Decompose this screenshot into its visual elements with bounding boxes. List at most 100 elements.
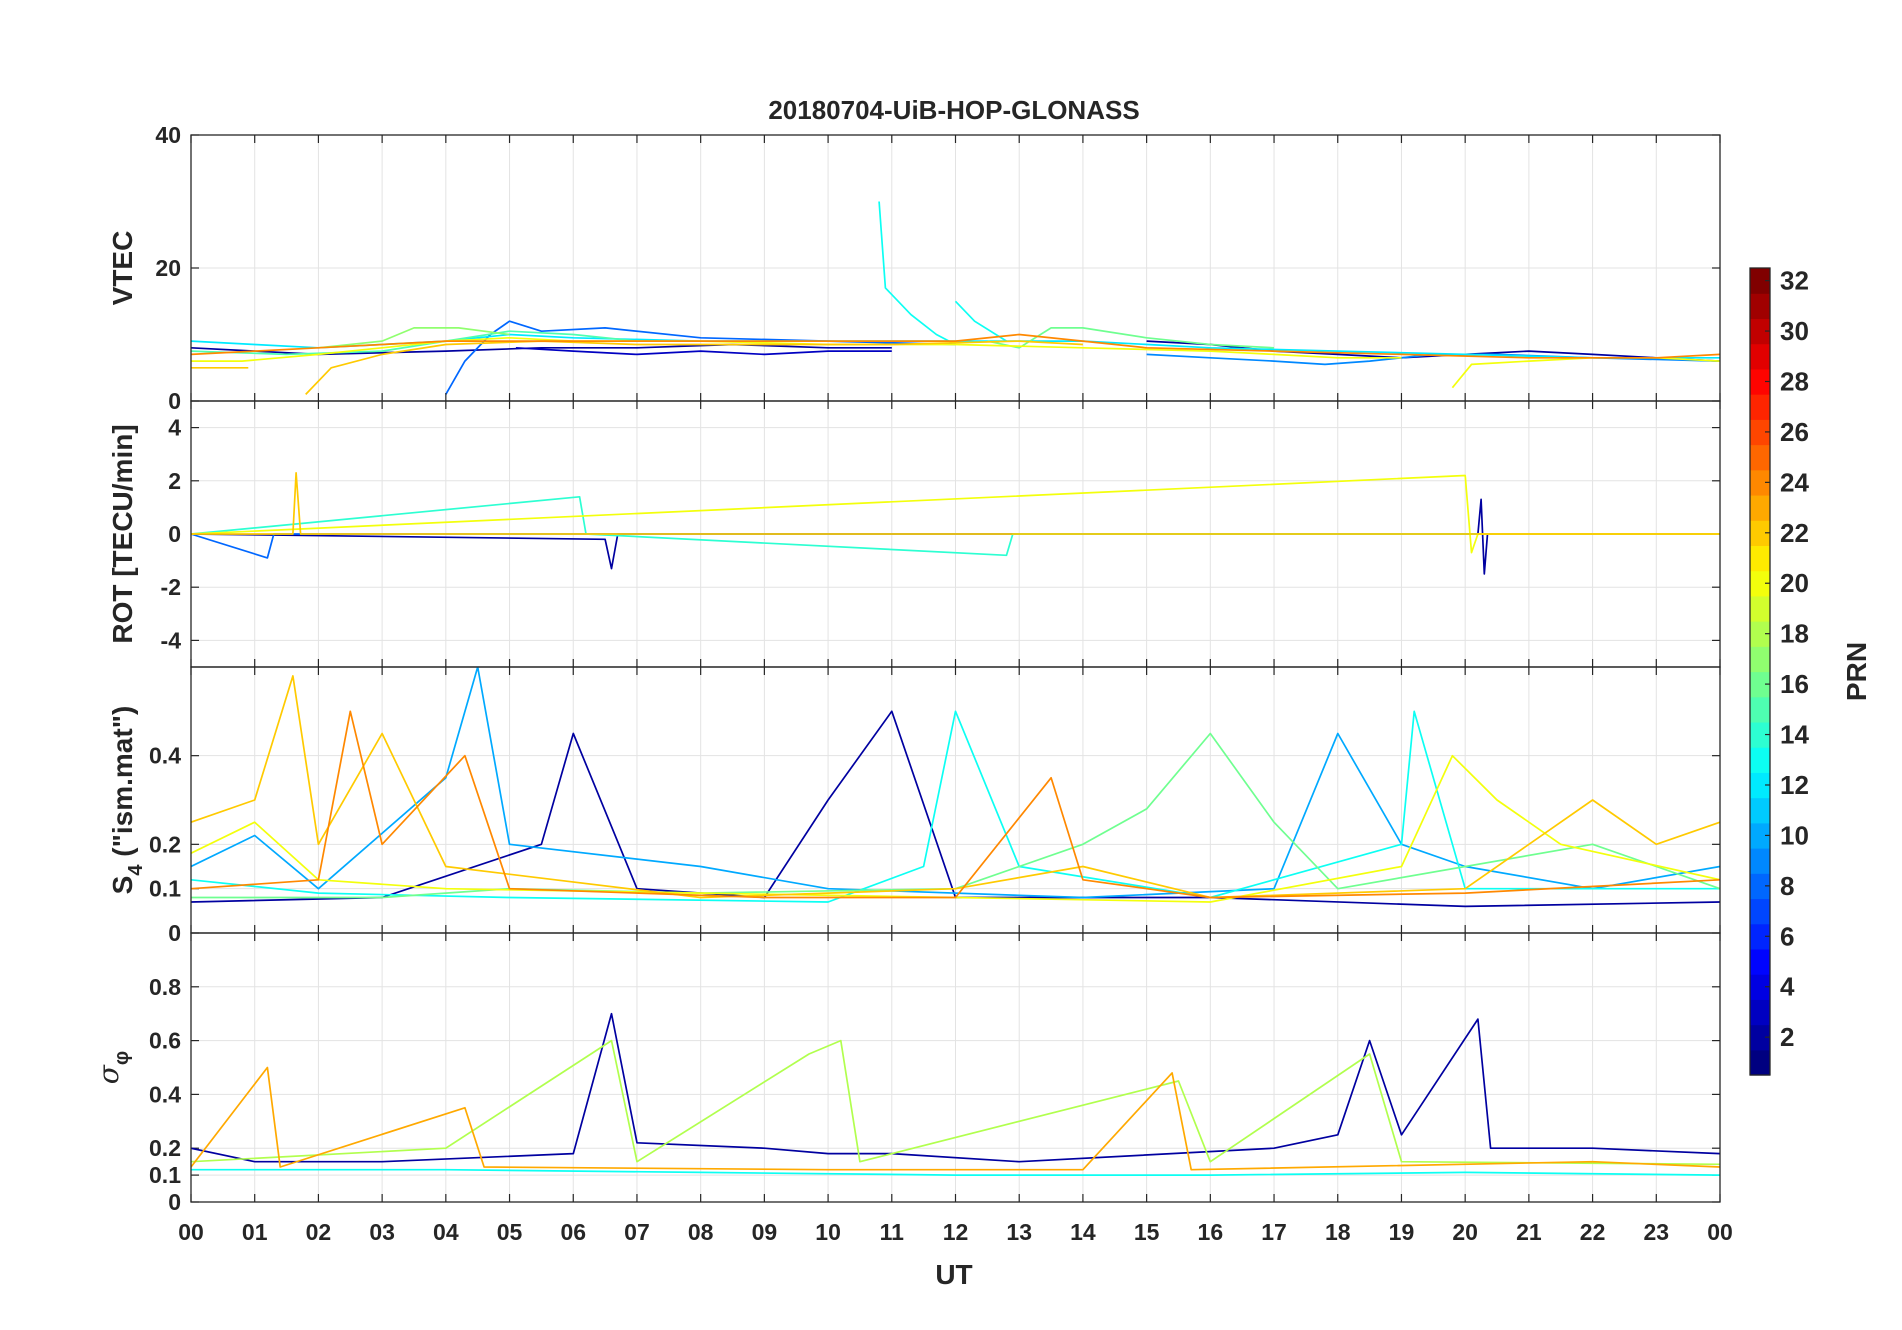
x-tick-label: 14 [1070, 1219, 1096, 1245]
x-tick-label: 01 [242, 1219, 268, 1245]
y-axis-label: σφ [92, 1051, 133, 1084]
colorbar-swatch [1750, 444, 1770, 471]
y-tick-label: 4 [168, 415, 181, 441]
y-tick-label: 0.2 [149, 831, 181, 857]
series-line-prn-24 [191, 710, 1720, 899]
y-tick-label: 0.8 [149, 974, 181, 1000]
y-tick-label: 40 [155, 122, 181, 148]
panel-rot: -4 -2 0 2 4 ROT [TECU/min] [107, 400, 1721, 668]
panel-sigma_phi: 00.10.2 0.4 0.6 0.8 σφ [92, 932, 1721, 1215]
series-line-prn-10 [191, 667, 1720, 899]
colorbar-label: PRN [1841, 642, 1872, 701]
colorbar-swatch [1750, 974, 1770, 1000]
x-tick-label: 04 [433, 1219, 459, 1245]
series-line-prn-23 [191, 1066, 1720, 1171]
panel-vtec: 0 20 40 VTEC [107, 122, 1721, 414]
colorbar-tick-label: 30 [1780, 316, 1809, 346]
colorbar-swatch [1750, 595, 1770, 622]
colorbar-swatch [1750, 394, 1770, 420]
colorbar-swatch [1750, 772, 1770, 799]
colorbar-swatch [1750, 293, 1770, 320]
x-tick-label: 02 [306, 1219, 332, 1245]
x-tick-label: 09 [752, 1219, 778, 1245]
x-tick-label: 21 [1516, 1219, 1542, 1245]
panel-s4: 00.10.20.4S4 ("ism.mat") [107, 666, 1721, 946]
colorbar-tick-label: 2 [1780, 1022, 1794, 1052]
y-tick-label: 0 [168, 1189, 181, 1215]
series-line-prn-24 [191, 333, 1720, 359]
x-tick-label: 18 [1325, 1219, 1351, 1245]
colorbar-swatch [1750, 545, 1770, 572]
x-tick-label: 22 [1580, 1219, 1606, 1245]
x-tick-label: 17 [1261, 1219, 1287, 1245]
x-axis-label: UT [935, 1259, 972, 1290]
colorbar-swatch [1750, 999, 1770, 1026]
x-tick-label: 06 [560, 1219, 586, 1245]
colorbar-tick-label: 32 [1780, 266, 1809, 296]
series-group [191, 1012, 1720, 1176]
colorbar-tick-label: 24 [1780, 467, 1809, 497]
colorbar-swatch [1750, 368, 1770, 395]
y-axis-label: VTEC [107, 231, 138, 306]
colorbar-swatch [1750, 419, 1770, 446]
colorbar-swatch [1750, 822, 1770, 849]
x-tick-label: 20 [1452, 1219, 1478, 1245]
y-tick-label: 0.1 [149, 1162, 181, 1188]
colorbar-tick-label: 26 [1780, 417, 1809, 447]
y-tick-label: 0.4 [149, 1081, 181, 1107]
colorbar-swatch [1750, 797, 1770, 824]
y-axis-label-suffix: ("ism.mat") [107, 706, 138, 865]
colorbar-swatch [1750, 1049, 1770, 1076]
y-tick-label: -4 [161, 627, 182, 653]
y-tick-label: 0 [168, 521, 181, 547]
colorbar-tick-label: 20 [1780, 568, 1809, 598]
x-tick-label: 16 [1198, 1219, 1224, 1245]
x-tick-label: 07 [624, 1219, 650, 1245]
colorbar-swatch [1750, 671, 1770, 698]
colorbar-tick-label: 10 [1780, 820, 1809, 850]
y-tick-label: 0.4 [149, 743, 181, 769]
chart-title: 20180704-UiB-HOP-GLONASS [768, 95, 1139, 125]
series-line-prn-22 [191, 675, 1720, 899]
series-line-prn-20 [191, 754, 1720, 903]
colorbar-tick-label: 8 [1780, 871, 1794, 901]
series-line-prn-8 [445, 320, 956, 395]
colorbar-swatch [1750, 1024, 1770, 1051]
colorbar-tick-label: 16 [1780, 669, 1809, 699]
x-tick-label: 23 [1643, 1219, 1669, 1245]
x-tick-label: 15 [1134, 1219, 1160, 1245]
series-line-prn-2 [191, 1012, 1720, 1163]
series-line-prn-3 [515, 346, 892, 356]
x-tick-label: 00 [1707, 1219, 1733, 1245]
y-tick-label: -2 [161, 574, 181, 600]
colorbar-swatch [1750, 318, 1770, 345]
x-tick-label: 12 [943, 1219, 969, 1245]
colorbar-swatch [1750, 646, 1770, 673]
series-line-prn-17 [318, 327, 510, 349]
panel-frame [190, 932, 1721, 1203]
colorbar-swatch [1750, 948, 1770, 975]
colorbar-tick-label: 22 [1780, 518, 1809, 548]
colorbar-swatch [1750, 696, 1770, 723]
colorbar-swatch [1750, 621, 1770, 647]
y-axis-label-text: VTEC [107, 231, 138, 306]
y-axis-label-text: σ [92, 1064, 125, 1084]
x-tick-label: 11 [880, 1219, 905, 1245]
y-tick-label: 0 [168, 920, 181, 946]
series-line-prn-13 [191, 710, 1720, 903]
colorbar-swatch [1750, 848, 1770, 874]
series-line-prn-2 [191, 343, 892, 356]
colorbar-swatch [1750, 747, 1770, 773]
y-tick-label: 2 [168, 468, 181, 494]
series-group [191, 471, 1720, 575]
colorbar-tick-label: 14 [1780, 720, 1809, 750]
series-line-prn-18 [191, 1039, 1720, 1166]
series-line-prn-13 [954, 300, 1007, 342]
x-tick-label: 19 [1389, 1219, 1415, 1245]
series-group [191, 667, 1720, 908]
y-tick-label: 0.6 [149, 1028, 181, 1054]
y-axis-label-subscript: 4 [125, 864, 147, 876]
colorbar-tick-label: 12 [1780, 770, 1809, 800]
